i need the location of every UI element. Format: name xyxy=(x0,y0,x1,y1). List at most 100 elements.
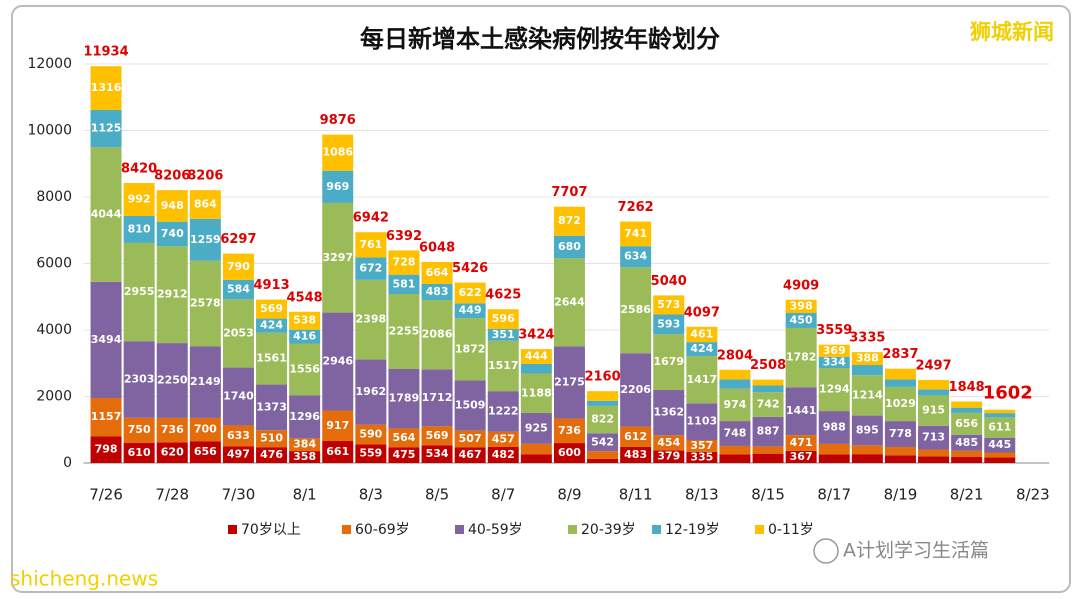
data-label: 2398 xyxy=(356,313,387,326)
data-label: 656 xyxy=(194,445,217,458)
bar-segment xyxy=(884,446,916,456)
bar-segment xyxy=(90,397,122,437)
data-label: 713 xyxy=(922,431,945,444)
bar-segment xyxy=(785,387,817,436)
bar-segment xyxy=(818,368,850,412)
data-label: 992 xyxy=(128,193,151,206)
data-label: 680 xyxy=(558,240,581,253)
data-label: 398 xyxy=(790,299,813,312)
bar-segment xyxy=(785,435,817,451)
data-label: 476 xyxy=(260,448,283,461)
data-label: 1789 xyxy=(389,392,420,405)
data-label: 2303 xyxy=(124,372,155,385)
bar-segment xyxy=(421,283,453,301)
bar-segment xyxy=(851,415,883,446)
data-label: 1029 xyxy=(885,397,916,410)
data-label: 748 xyxy=(723,427,746,440)
bar-segment xyxy=(520,413,552,444)
bar-segment xyxy=(454,282,486,304)
bar-segment xyxy=(289,329,321,344)
bar-segment xyxy=(918,395,950,426)
bar-segment xyxy=(752,392,784,417)
data-label: 1259 xyxy=(190,233,221,246)
bar-segment xyxy=(256,447,288,463)
bar-segment xyxy=(951,407,983,413)
bar-segment xyxy=(256,318,288,333)
bar-segment xyxy=(289,343,321,396)
data-label: 379 xyxy=(657,450,680,463)
bar-segment xyxy=(156,190,188,222)
chart-title: 每日新增本土感染病例按年龄划分 xyxy=(360,25,720,53)
data-label: 736 xyxy=(161,423,184,436)
total-label: 5040 xyxy=(651,274,687,289)
legend-swatch xyxy=(342,525,351,534)
bar-segment xyxy=(520,363,552,374)
y-tick-label: 4000 xyxy=(36,322,72,338)
watermark: A计划学习生活篇 xyxy=(843,540,989,562)
data-label: 750 xyxy=(128,423,151,436)
bar-segment xyxy=(818,356,850,369)
data-label: 610 xyxy=(128,446,151,459)
data-label: 1316 xyxy=(91,81,122,94)
data-label: 593 xyxy=(657,317,680,330)
x-tick-label: 8/11 xyxy=(619,486,653,504)
data-label: 483 xyxy=(624,448,647,461)
data-label: 1962 xyxy=(356,385,387,398)
bar-segment xyxy=(256,332,288,385)
bar-segment xyxy=(587,451,619,459)
data-label: 1188 xyxy=(521,386,552,399)
bar-segment xyxy=(752,385,784,393)
bar-segment xyxy=(487,309,519,330)
data-label: 612 xyxy=(624,430,647,443)
data-label: 2946 xyxy=(322,355,353,368)
bar-segment xyxy=(222,299,254,368)
data-label: 416 xyxy=(293,330,316,343)
bar-segment xyxy=(951,401,983,408)
bar-segment xyxy=(222,279,254,300)
bar-segment xyxy=(156,442,188,463)
data-label: 454 xyxy=(657,436,680,449)
data-label: 4044 xyxy=(91,208,122,221)
bar-segment xyxy=(785,450,817,463)
total-label: 6297 xyxy=(220,232,256,247)
data-label: 1517 xyxy=(488,359,519,372)
bar-segment xyxy=(587,458,619,463)
bar-segment xyxy=(686,342,718,357)
bar-segment xyxy=(123,216,155,243)
bar-segment xyxy=(752,416,784,447)
bar-segment xyxy=(189,218,221,261)
data-label: 917 xyxy=(326,419,349,432)
data-label: 969 xyxy=(326,180,349,193)
data-label: 2912 xyxy=(157,288,188,301)
bar-segment xyxy=(454,303,486,319)
bar-segment xyxy=(421,369,453,427)
bar-segment xyxy=(487,391,519,432)
bar-segment xyxy=(785,299,817,314)
bar-segment xyxy=(454,447,486,463)
data-label: 542 xyxy=(591,435,614,448)
data-label: 445 xyxy=(988,438,1011,451)
bar-segment xyxy=(421,261,453,284)
bar-segment xyxy=(719,421,751,446)
total-label: 2160 xyxy=(584,370,620,385)
bar-segment xyxy=(421,300,453,370)
total-label: 4913 xyxy=(253,278,289,293)
bar-segment xyxy=(951,450,983,458)
bar-segment xyxy=(256,384,288,431)
legend-swatch xyxy=(455,525,464,534)
data-label: 461 xyxy=(690,327,713,340)
bar-segment xyxy=(587,391,619,401)
bar-segment xyxy=(752,446,784,454)
legend-swatch xyxy=(568,525,577,534)
y-tick-label: 8000 xyxy=(36,189,72,205)
total-label: 11934 xyxy=(83,45,128,60)
y-tick-label: 2000 xyxy=(36,389,72,405)
watermark: 狮城新闻 xyxy=(970,20,1054,44)
bar-segment xyxy=(653,334,685,391)
bar-segment xyxy=(322,202,354,313)
data-label: 3297 xyxy=(322,251,353,264)
data-label: 483 xyxy=(426,285,449,298)
data-label: 538 xyxy=(293,314,316,327)
data-label: 1561 xyxy=(256,352,287,365)
total-label: 2497 xyxy=(915,358,951,373)
